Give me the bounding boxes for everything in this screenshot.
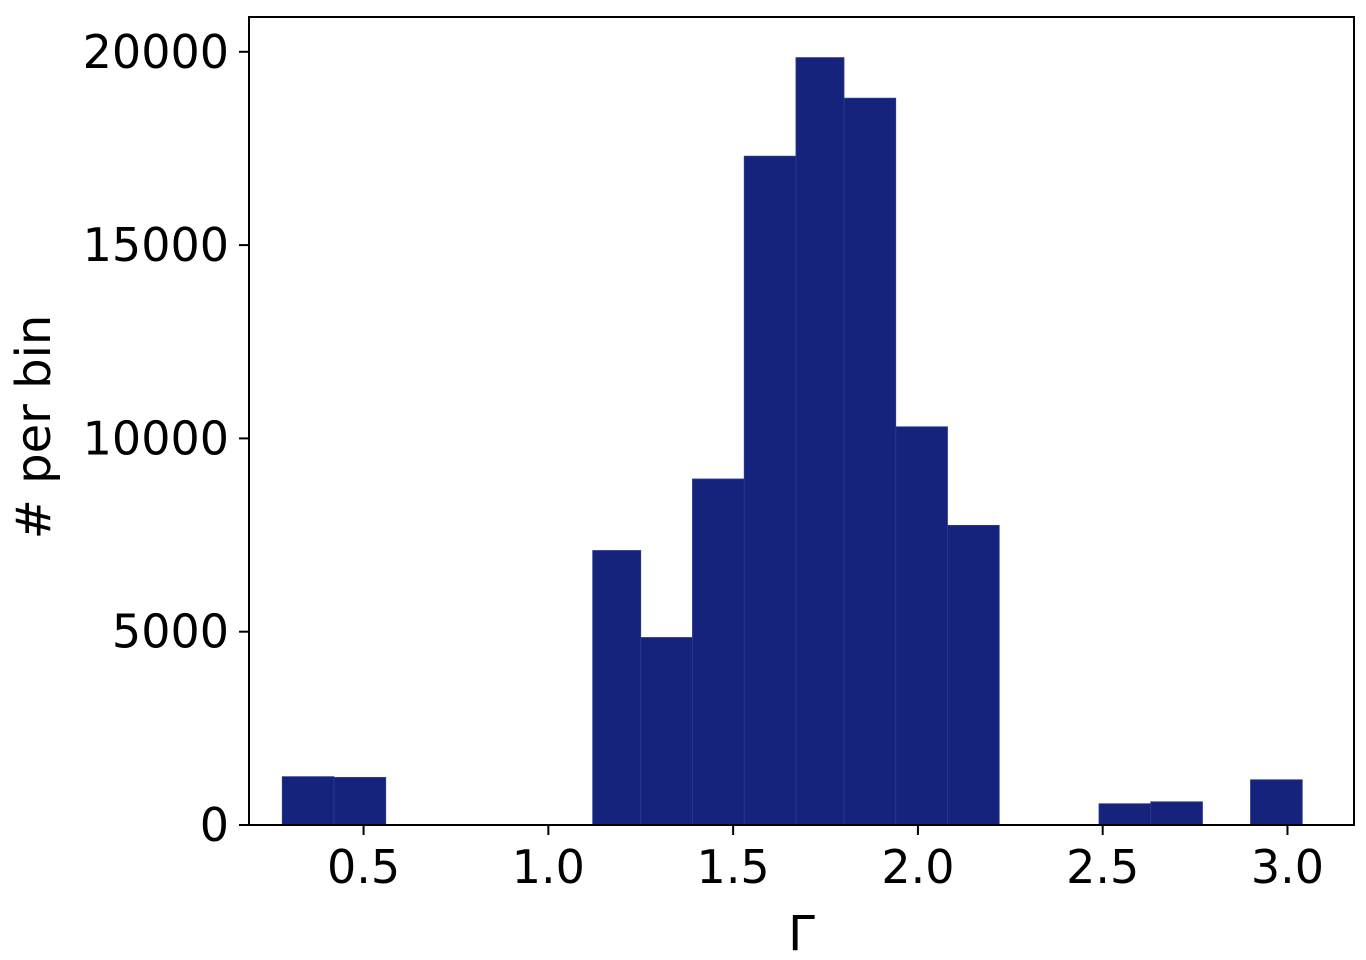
x-tick-label: 3.0 — [1251, 840, 1324, 894]
y-tick-label: 5000 — [112, 605, 229, 659]
histogram-bar — [743, 155, 797, 826]
histogram-bar — [1250, 779, 1303, 826]
x-tick-label: 1.5 — [697, 840, 770, 894]
histogram-bar — [692, 478, 745, 826]
histogram-bar — [281, 776, 335, 826]
y-tick-label: 15000 — [83, 218, 229, 272]
histogram-bar — [947, 524, 1000, 826]
y-tick-label: 0 — [200, 798, 229, 852]
histogram-bar — [895, 426, 948, 826]
x-axis-title: Γ — [788, 906, 815, 960]
y-tick-label: 20000 — [83, 25, 229, 79]
histogram-bar — [843, 97, 897, 826]
x-tick-label: 2.5 — [1066, 840, 1139, 894]
x-axis: 0.5 1.0 1.5 2.0 2.5 3.0 — [327, 825, 1324, 894]
x-tick-label: 0.5 — [327, 840, 400, 894]
histogram-bar — [640, 637, 693, 826]
histogram-bar — [333, 777, 387, 826]
y-tick-label: 10000 — [83, 411, 229, 465]
histogram-bar — [795, 57, 845, 826]
x-tick-label: 2.0 — [881, 840, 954, 894]
bars-group — [281, 57, 1303, 826]
histogram-bar — [1098, 803, 1152, 826]
plot-frame — [248, 16, 1355, 826]
x-tick-label: 1.0 — [512, 840, 585, 894]
y-axis-title: # per bin — [6, 315, 62, 540]
histogram-bar — [592, 550, 642, 826]
histogram-bar — [1150, 801, 1203, 826]
y-axis: 0 5000 10000 15000 20000 — [83, 25, 249, 852]
